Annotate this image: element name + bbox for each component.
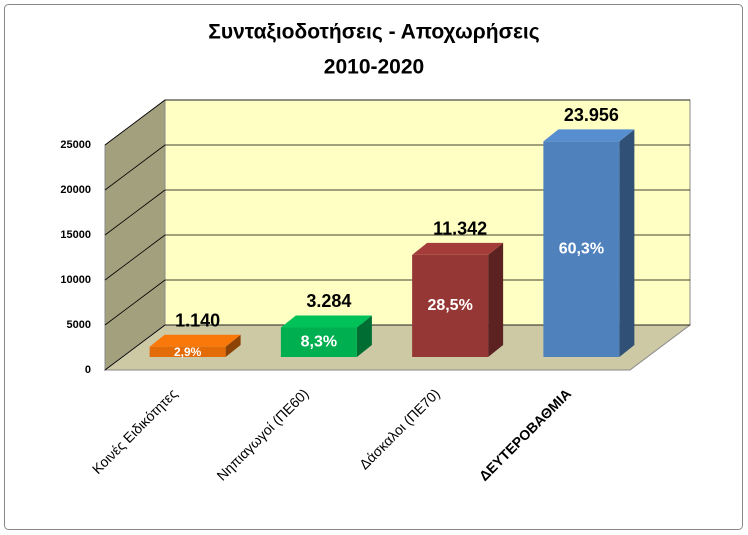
y-tick-label: 25000 [60,139,91,151]
y-tick-label: 15000 [60,229,91,241]
bar-top [412,242,504,255]
chart-title: Συνταξιοδοτήσεις - Αποχωρήσεις [208,21,539,44]
share-label: 8,3% [301,333,337,350]
grid-line [104,144,166,191]
bar [149,346,226,357]
bar-top [149,334,241,347]
bar [280,327,357,357]
value-label: 23.956 [564,105,619,125]
y-tick-label: 10000 [60,274,91,286]
y-tick-label: 0 [85,364,91,376]
bar-top [280,315,372,328]
share-label: 28,5% [427,297,472,314]
y-tick-label: 20000 [60,184,91,196]
bar-side [488,242,504,357]
share-label: 60,3% [559,240,604,257]
bar-side [225,334,241,357]
y-tick-label: 5000 [67,319,91,331]
grid-line [104,279,166,326]
grid-line [104,99,166,146]
bar-side [356,315,372,357]
value-label: 3.284 [306,291,351,311]
side-wall [104,99,166,371]
grid-line [104,324,166,371]
value-label: 11.342 [433,219,487,239]
bar-side [619,129,635,357]
share-label: 2,9% [174,345,202,359]
grid-line [104,234,166,281]
bar [412,254,489,357]
bar-top [543,129,635,142]
bar [543,141,620,357]
grid-line [104,189,166,236]
chart-subtitle: 2010-2020 [324,56,424,79]
value-label: 1.140 [175,310,220,330]
